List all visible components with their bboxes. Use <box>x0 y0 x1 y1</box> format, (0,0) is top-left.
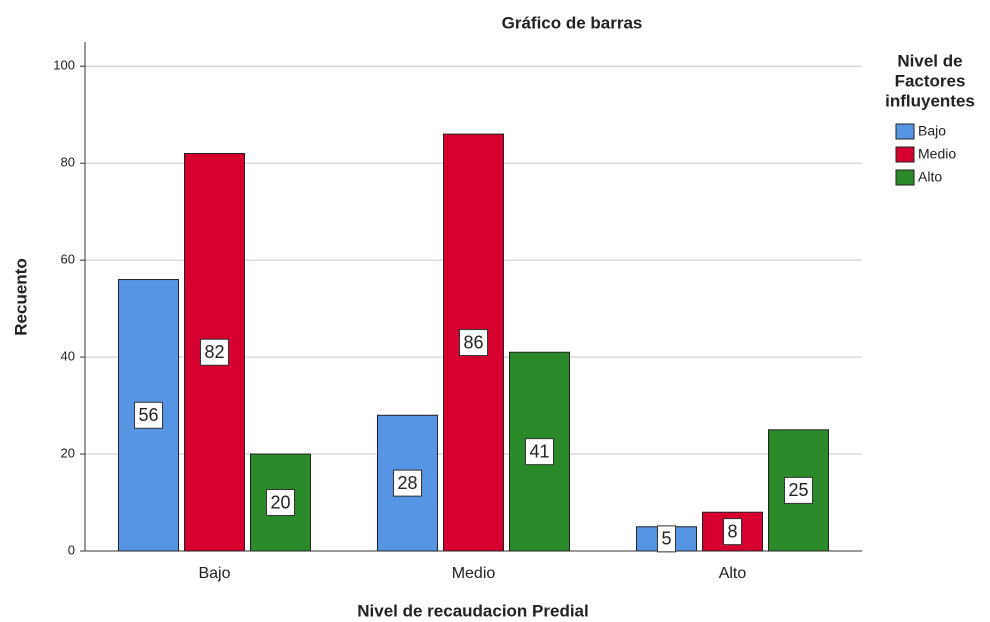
legend-label: Bajo <box>918 123 946 139</box>
x-tick-label: Alto <box>719 565 747 582</box>
legend-title: influyentes <box>885 91 975 110</box>
x-axis-label: Nivel de recaudacion Predial <box>357 601 588 620</box>
legend-title: Nivel de <box>897 51 962 70</box>
y-axis-label: Recuento <box>11 258 30 335</box>
data-label-box <box>133 401 164 429</box>
data-label-box <box>392 469 423 497</box>
y-tick-label: 0 <box>68 542 75 557</box>
legend-label: Alto <box>918 169 942 185</box>
y-tick-label: 80 <box>61 155 75 170</box>
data-label-box <box>783 476 814 504</box>
data-label-box <box>265 489 296 517</box>
data-label-box <box>524 438 555 466</box>
legend-label: Medio <box>918 146 956 162</box>
x-tick-label: Medio <box>452 565 496 582</box>
data-label-box <box>656 525 677 553</box>
data-label: 56 <box>138 405 158 425</box>
legend-title: Factores <box>895 71 966 90</box>
y-tick-label: 40 <box>61 349 75 364</box>
data-label: 25 <box>788 480 808 500</box>
x-tick-label: Bajo <box>198 565 230 582</box>
data-label: 41 <box>529 441 549 461</box>
y-tick-label: 60 <box>61 252 75 267</box>
data-label: 28 <box>397 473 417 493</box>
legend-swatch <box>895 169 915 186</box>
legend-swatch <box>895 123 915 140</box>
data-label: 86 <box>463 332 483 352</box>
legend-swatch <box>895 146 915 163</box>
y-tick-label: 100 <box>53 58 75 73</box>
data-label: 8 <box>727 521 737 541</box>
chart-title: Gráfico de barras <box>502 13 643 32</box>
data-label: 82 <box>204 342 224 362</box>
y-tick-label: 20 <box>61 445 75 460</box>
data-label: 20 <box>270 492 290 512</box>
data-label-box <box>722 518 743 546</box>
data-label-box <box>458 329 489 357</box>
data-label: 5 <box>661 529 671 549</box>
data-label-box <box>199 338 230 366</box>
